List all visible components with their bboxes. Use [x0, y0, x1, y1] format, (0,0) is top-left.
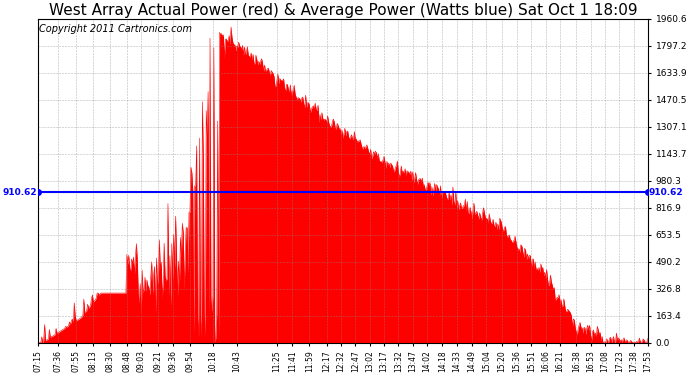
Text: Copyright 2011 Cartronics.com: Copyright 2011 Cartronics.com [39, 24, 192, 34]
Text: 910.62: 910.62 [649, 188, 683, 197]
Text: 910.62: 910.62 [3, 188, 37, 197]
Title: West Array Actual Power (red) & Average Power (Watts blue) Sat Oct 1 18:09: West Array Actual Power (red) & Average … [48, 3, 638, 18]
